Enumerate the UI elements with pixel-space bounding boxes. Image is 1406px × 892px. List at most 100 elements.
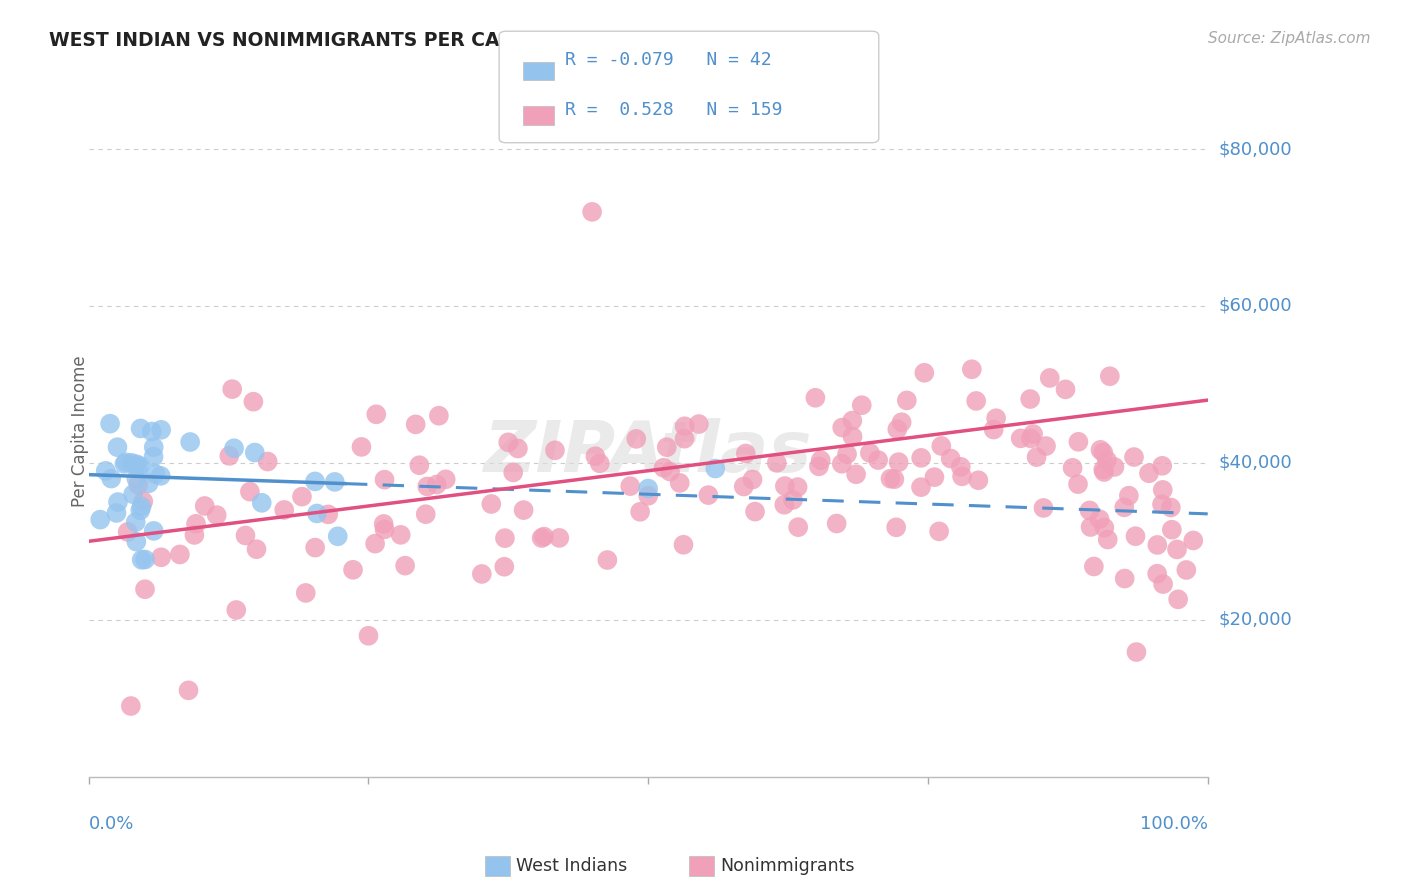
Point	[117, 524, 139, 539]
Point	[142, 440, 165, 454]
Point	[129, 458, 152, 473]
Point	[879, 472, 901, 486]
Text: West Indians: West Indians	[516, 857, 627, 875]
Point	[304, 475, 326, 489]
Point	[134, 552, 156, 566]
Point	[883, 472, 905, 486]
Point	[1114, 572, 1136, 586]
Point	[1039, 371, 1062, 385]
Point	[235, 528, 257, 542]
Point	[628, 505, 651, 519]
Point	[924, 470, 946, 484]
Point	[807, 459, 830, 474]
Point	[533, 530, 555, 544]
Point	[1067, 477, 1090, 491]
Point	[1175, 563, 1198, 577]
Point	[205, 508, 228, 522]
Point	[1032, 500, 1054, 515]
Point	[184, 516, 207, 531]
Point	[221, 382, 243, 396]
Point	[416, 479, 439, 493]
Point	[1167, 592, 1189, 607]
Point	[494, 531, 516, 545]
Point	[1123, 450, 1146, 464]
Point	[765, 456, 787, 470]
Point	[1125, 645, 1147, 659]
Point	[127, 478, 149, 492]
Point	[142, 450, 165, 464]
Point	[342, 563, 364, 577]
Point	[960, 362, 983, 376]
Point	[773, 479, 796, 493]
Point	[218, 449, 240, 463]
Point	[415, 507, 437, 521]
Point	[1160, 523, 1182, 537]
Point	[115, 455, 138, 469]
Point	[304, 541, 326, 555]
Point	[704, 461, 727, 475]
Point	[596, 553, 619, 567]
Point	[129, 421, 152, 435]
Point	[1114, 500, 1136, 515]
Point	[831, 457, 853, 471]
Point	[389, 528, 412, 542]
Point	[831, 420, 853, 434]
Point	[912, 366, 935, 380]
Point	[1152, 483, 1174, 497]
Point	[326, 529, 349, 543]
Point	[939, 451, 962, 466]
Point	[427, 409, 450, 423]
Point	[305, 507, 328, 521]
Point	[471, 566, 494, 581]
Point	[107, 440, 129, 454]
Point	[357, 629, 380, 643]
Point	[242, 394, 264, 409]
Point	[121, 456, 143, 470]
Point	[786, 480, 808, 494]
Point	[1160, 500, 1182, 515]
Y-axis label: Per Capita Income: Per Capita Income	[72, 356, 89, 508]
Point	[1022, 427, 1045, 442]
Point	[89, 513, 111, 527]
Point	[583, 449, 606, 463]
Point	[141, 425, 163, 439]
Point	[125, 471, 148, 485]
Point	[222, 442, 245, 456]
Point	[835, 447, 858, 461]
Point	[949, 459, 972, 474]
Text: 0.0%: 0.0%	[89, 814, 134, 832]
Point	[1098, 369, 1121, 384]
Point	[323, 475, 346, 489]
Point	[548, 531, 571, 545]
Point	[243, 445, 266, 459]
Point	[886, 422, 908, 436]
Point	[672, 538, 695, 552]
Point	[105, 506, 128, 520]
Point	[366, 407, 388, 421]
Point	[804, 391, 827, 405]
Point	[512, 503, 534, 517]
Point	[373, 516, 395, 531]
Point	[273, 503, 295, 517]
Point	[984, 411, 1007, 425]
Point	[169, 548, 191, 562]
Point	[673, 432, 696, 446]
Point	[150, 550, 173, 565]
Point	[479, 497, 502, 511]
Point	[1083, 559, 1105, 574]
Point	[408, 458, 430, 473]
Point	[1092, 462, 1115, 476]
Point	[655, 440, 678, 454]
Text: $40,000: $40,000	[1219, 454, 1292, 472]
Point	[291, 490, 314, 504]
Point	[1150, 497, 1173, 511]
Point	[733, 479, 755, 493]
Point	[1137, 467, 1160, 481]
Point	[810, 453, 832, 467]
Point	[183, 528, 205, 542]
Point	[544, 443, 567, 458]
Point	[950, 469, 973, 483]
Point	[1146, 538, 1168, 552]
Point	[373, 522, 395, 536]
Point	[134, 582, 156, 597]
